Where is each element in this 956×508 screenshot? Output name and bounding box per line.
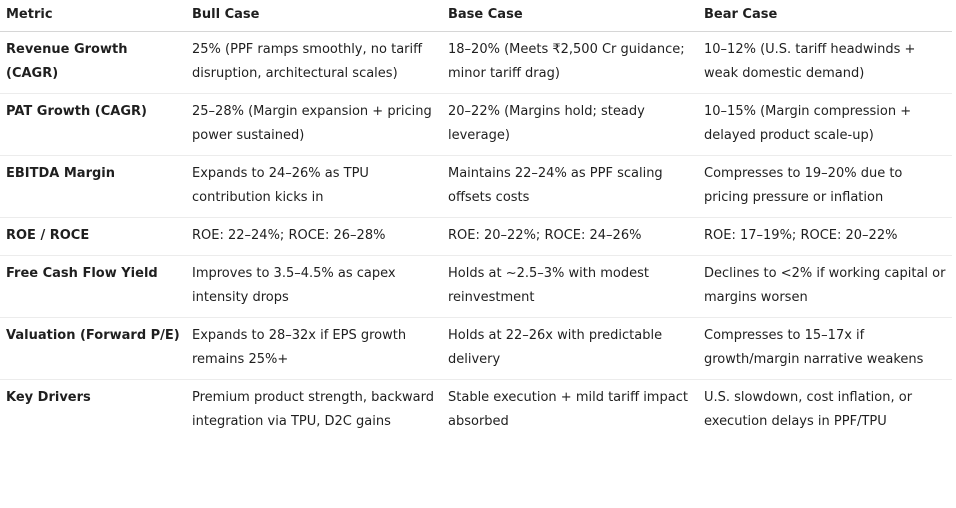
base-case-cell: Holds at 22–26x with predictable deliver…	[442, 317, 698, 380]
metric-cell: Free Cash Flow Yield	[0, 255, 186, 318]
table-row: EBITDA Margin Expands to 24–26% as TPU c…	[0, 155, 952, 218]
bear-case-cell: U.S. slowdown, cost inflation, or execut…	[704, 390, 913, 429]
metric-cell: Revenue Growth (CAGR)	[0, 31, 186, 94]
table-row: Free Cash Flow Yield Improves to 3.5–4.5…	[0, 255, 952, 318]
metric-cell: Valuation (Forward P/E)	[0, 317, 186, 380]
scenario-table: Metric Bull Case Base Case Bear Case Rev…	[0, 0, 952, 442]
bull-case-cell: ROE: 22–24%; ROCE: 26–28%	[186, 217, 442, 256]
table-row: PAT Growth (CAGR) 25–28% (Margin expansi…	[0, 93, 952, 156]
bull-case-cell: Expands to 28–32x if EPS growth remains …	[186, 317, 442, 380]
base-case-cell: 18–20% (Meets ₹2,500 Cr guidance; minor …	[442, 31, 698, 94]
table-row: Valuation (Forward P/E) Expands to 28–32…	[0, 317, 952, 380]
bull-case-cell: 25–28% (Margin expansion + pricing power…	[186, 93, 442, 156]
header-metric: Metric	[0, 0, 186, 32]
header-base-case: Base Case	[442, 0, 698, 32]
header-bear-case: Bear Case	[698, 0, 952, 32]
table-row: ROE / ROCE ROE: 22–24%; ROCE: 26–28% ROE…	[0, 217, 952, 256]
metric-cell: EBITDA Margin	[0, 155, 186, 218]
bear-case-cell: Compresses to 19–20% due to pricing pres…	[698, 155, 952, 218]
base-case-cell: Holds at ~2.5–3% with modest reinvestmen…	[442, 255, 698, 318]
table-row: Key Drivers Premium product strength, ba…	[0, 380, 952, 442]
bear-case-cell: ROE: 17–19%; ROCE: 20–22%	[698, 217, 952, 256]
metric-cell: Key Drivers	[6, 390, 91, 405]
bull-case-cell: 25% (PPF ramps smoothly, no tariff disru…	[186, 31, 442, 94]
bear-case-cell: Compresses to 15–17x if growth/margin na…	[698, 317, 952, 380]
bear-case-cell: Declines to <2% if working capital or ma…	[698, 255, 952, 318]
base-case-cell: Stable execution + mild tariff impact ab…	[448, 390, 688, 429]
bull-case-cell: Improves to 3.5–4.5% as capex intensity …	[186, 255, 442, 318]
base-case-cell: 20–22% (Margins hold; steady leverage)	[442, 93, 698, 156]
bull-case-cell: Expands to 24–26% as TPU contribution ki…	[186, 155, 442, 218]
base-case-cell: Maintains 22–24% as PPF scaling offsets …	[442, 155, 698, 218]
bear-case-cell: 10–12% (U.S. tariff headwinds + weak dom…	[698, 31, 952, 94]
metric-cell: ROE / ROCE	[0, 217, 186, 256]
base-case-cell: ROE: 20–22%; ROCE: 24–26%	[442, 217, 698, 256]
bear-case-cell: 10–15% (Margin compression + delayed pro…	[698, 93, 952, 156]
header-row: Metric Bull Case Base Case Bear Case	[0, 0, 952, 32]
header-bull-case: Bull Case	[186, 0, 442, 32]
metric-cell: PAT Growth (CAGR)	[0, 93, 186, 156]
table-row: Revenue Growth (CAGR) 25% (PPF ramps smo…	[0, 31, 952, 94]
bull-case-cell: Premium product strength, backward integ…	[192, 390, 434, 429]
